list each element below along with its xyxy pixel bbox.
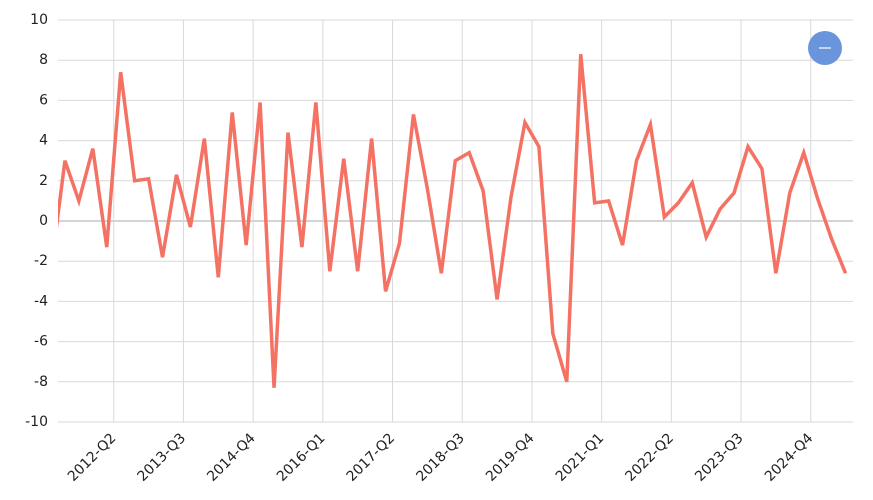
y-tick-label: -2 <box>34 253 48 269</box>
x-tick-label: 2016-Q1 <box>274 430 329 485</box>
x-tick-label: 2024-Q4 <box>762 430 817 485</box>
x-tick-label: 2013-Q3 <box>135 430 190 485</box>
y-tick-label: -6 <box>34 334 48 350</box>
data-line <box>58 54 848 388</box>
x-tick-label: 2021-Q1 <box>553 430 608 485</box>
y-tick-label: -10 <box>25 414 48 430</box>
x-tick-label: 2019-Q4 <box>483 430 538 485</box>
y-tick-label: -4 <box>34 293 48 309</box>
x-tick-label: 2017-Q2 <box>344 430 399 485</box>
y-tick-label: 10 <box>30 12 48 28</box>
x-tick-label: 2012-Q2 <box>65 430 120 485</box>
y-tick-label: 6 <box>39 92 48 108</box>
x-tick-label: 2018-Q3 <box>413 430 468 485</box>
y-tick-label: -8 <box>34 374 48 390</box>
collapse-button[interactable] <box>808 31 842 65</box>
y-tick-label: 0 <box>39 213 48 229</box>
y-tick-label: 2 <box>39 173 48 189</box>
x-tick-label: 2023-Q3 <box>692 430 747 485</box>
x-tick-label: 2022-Q2 <box>622 430 677 485</box>
x-tick-label: 2014-Q4 <box>204 430 259 485</box>
y-tick-label: 4 <box>39 133 48 149</box>
y-tick-label: 8 <box>39 52 48 68</box>
